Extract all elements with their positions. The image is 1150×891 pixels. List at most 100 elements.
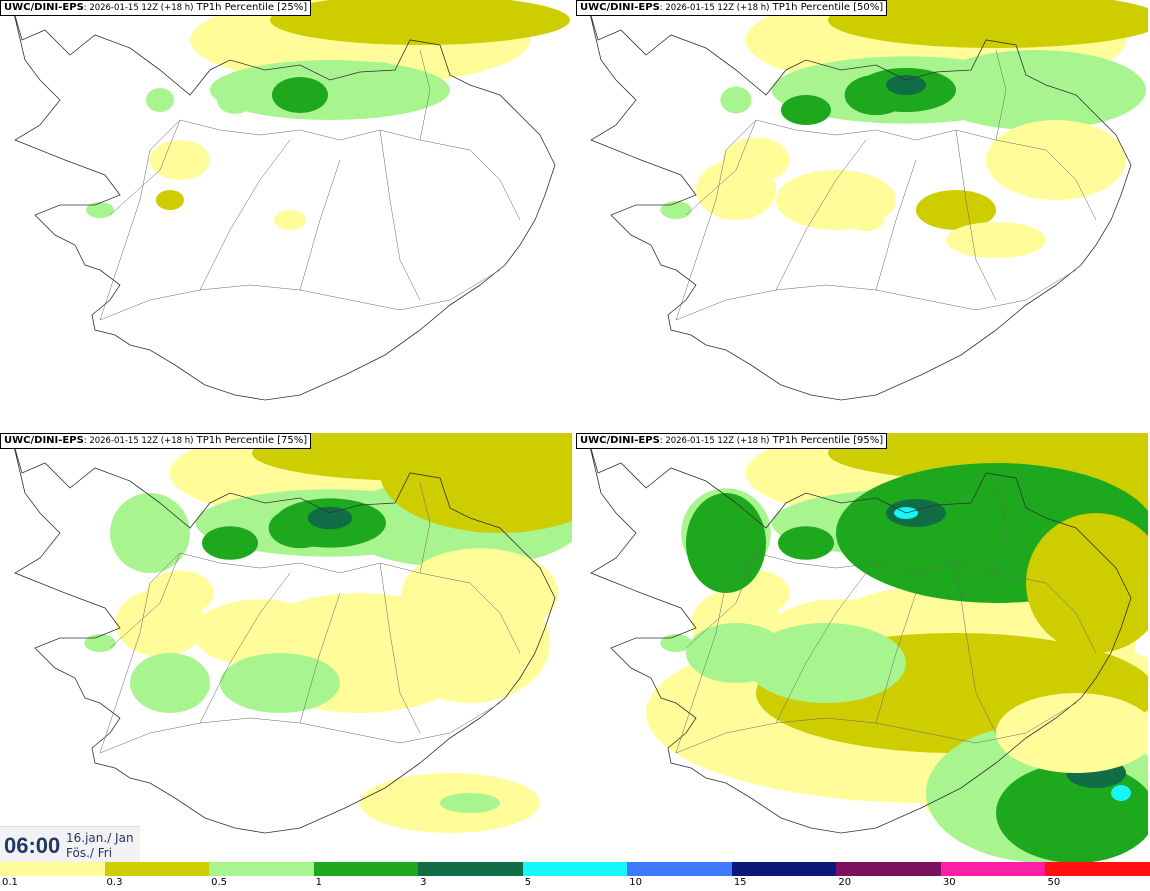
precip-area: [686, 623, 786, 683]
precip-area: [1026, 513, 1148, 653]
precip-area: [886, 75, 926, 95]
precip-map-p25: [11, 0, 570, 401]
road-line: [775, 572, 867, 724]
precip-area: [272, 77, 328, 113]
precip-map-p95: [587, 433, 1148, 862]
valid-date-line-1: 16.jan./ Jan: [66, 831, 134, 845]
legend-label: 20: [838, 877, 852, 888]
legend-swatch: [731, 862, 838, 876]
road-line: [99, 119, 521, 321]
road-line: [379, 562, 421, 734]
legend-swatch: [522, 862, 629, 876]
legend-swatch: [313, 862, 420, 876]
precip-area: [686, 493, 766, 593]
road-line: [109, 552, 181, 649]
precip-field: [86, 0, 570, 230]
precip-area: [358, 62, 402, 98]
valid-date-line-2: Fös./ Fri: [66, 846, 113, 860]
road-line: [419, 482, 431, 574]
legend-swatch: [418, 862, 524, 876]
road-line: [775, 139, 867, 291]
road-line: [675, 552, 1097, 754]
panel-title: UWC/DINI-EPS: 2026-01-15 12Z (+18 h) TP1…: [0, 433, 312, 449]
precip-area: [1111, 785, 1131, 801]
precip-area: [274, 210, 306, 230]
road-line: [685, 552, 757, 649]
precip-area: [660, 201, 692, 219]
precip-map-p75: [11, 433, 572, 834]
road-line: [675, 269, 1077, 321]
road-line: [99, 269, 501, 321]
legend-label: 5: [524, 877, 532, 888]
precip-area: [146, 88, 174, 112]
legend-label: 1: [315, 877, 322, 888]
model-name: UWC/DINI-EPS: [580, 2, 660, 13]
legend-label: 3: [420, 877, 427, 888]
precip-area: [746, 623, 906, 703]
precip-area: [130, 653, 210, 713]
legend-label: 0.1: [2, 877, 18, 888]
map-panel-p95: UWC/DINI-EPS: 2026-01-15 12Z (+18 h) TP1…: [576, 433, 1148, 862]
precip-area: [828, 0, 1148, 48]
field-name: TP1h Percentile [25%]: [193, 2, 308, 13]
precip-area: [778, 526, 834, 560]
precip-area: [156, 190, 184, 210]
legend-label: 10: [629, 877, 642, 888]
precip-area: [217, 86, 253, 114]
precip-area: [86, 202, 114, 218]
panel-title: UWC/DINI-EPS: 2026-01-15 12Z (+18 h) TP1…: [576, 433, 888, 449]
precip-area: [781, 95, 831, 125]
legend-swatch: [0, 862, 106, 876]
color-legend: 0.1 0.3 0.5 1 3 5 10 15 20 30 50: [0, 862, 1150, 891]
panel-title: UWC/DINI-EPS: 2026-01-15 12Z (+18 h) TP1…: [576, 0, 888, 16]
road-line: [875, 159, 917, 291]
road-line: [99, 552, 521, 754]
map-panel-p25: UWC/DINI-EPS: 2026-01-15 12Z (+18 h) TP1…: [0, 0, 572, 429]
legend-swatch: [836, 862, 942, 876]
precip-field: [660, 0, 1148, 258]
coastline: [587, 437, 1132, 834]
precip-area: [996, 693, 1148, 773]
run-info: : 2026-01-15 12Z (+18 h): [659, 436, 770, 446]
coastline: [587, 4, 1132, 401]
precip-area: [115, 589, 205, 657]
road-line: [995, 49, 1007, 141]
run-info: : 2026-01-15 12Z (+18 h): [83, 436, 194, 446]
precip-area: [307, 506, 353, 530]
road-line: [299, 592, 341, 724]
model-name: UWC/DINI-EPS: [4, 435, 84, 446]
road-line: [299, 159, 341, 291]
precip-area: [720, 86, 752, 114]
precip-area: [150, 140, 210, 180]
precip-area: [110, 493, 190, 573]
precip-area: [440, 793, 500, 813]
coastline: [11, 4, 556, 401]
run-info: : 2026-01-15 12Z (+18 h): [83, 3, 194, 13]
road-line: [675, 119, 1097, 321]
precip-area: [380, 433, 572, 533]
legend-swatch: [940, 862, 1047, 876]
precip-area: [996, 763, 1148, 862]
precip-area: [696, 160, 776, 220]
legend-label: 15: [733, 877, 747, 888]
road-line: [199, 572, 291, 724]
road-line: [419, 49, 431, 141]
precip-field: [646, 433, 1148, 862]
precip-area: [916, 190, 996, 230]
precip-area: [202, 526, 258, 560]
legend-swatch: [104, 862, 211, 876]
map-panel-p50: UWC/DINI-EPS: 2026-01-15 12Z (+18 h) TP1…: [576, 0, 1148, 429]
precip-field: [84, 433, 572, 833]
map-panel-p75: UWC/DINI-EPS: 2026-01-15 12Z (+18 h) TP1…: [0, 433, 572, 862]
model-name: UWC/DINI-EPS: [4, 2, 84, 13]
precip-area: [84, 634, 116, 652]
valid-time-clock: 06:00: [4, 833, 61, 858]
precip-area: [220, 653, 340, 713]
legend-label: 0.5: [211, 877, 227, 888]
precip-area: [270, 0, 570, 45]
precip-area: [660, 634, 692, 652]
legend-label: 0.3: [106, 877, 123, 888]
panel-title: UWC/DINI-EPS: 2026-01-15 12Z (+18 h) TP1…: [0, 0, 312, 16]
road-line: [109, 119, 181, 216]
precip-area: [776, 170, 896, 230]
